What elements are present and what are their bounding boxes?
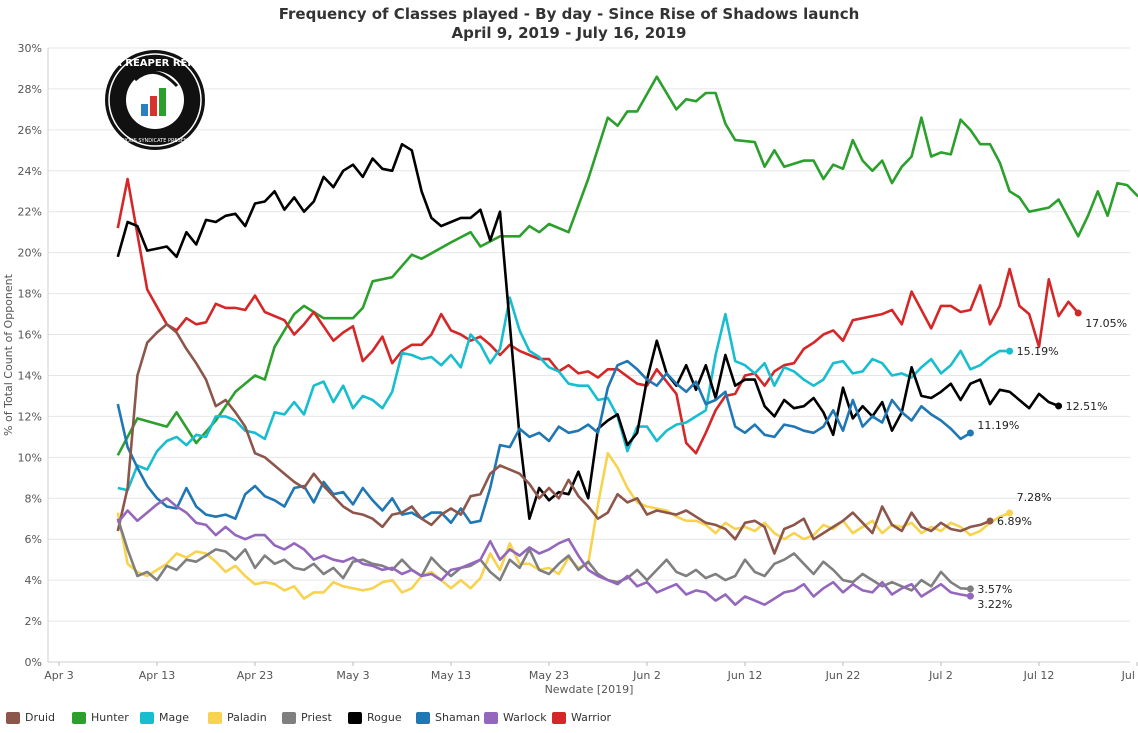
- legend-item-rogue[interactable]: Rogue: [348, 711, 416, 724]
- end-label-paladin: 7.28%: [1017, 491, 1052, 504]
- legend-item-priest[interactable]: Priest: [282, 711, 348, 724]
- end-point-priest: [966, 585, 974, 593]
- legend-label: Hunter: [91, 711, 129, 724]
- logo-text: DATA REAPER REPORT: [93, 58, 218, 69]
- x-tick-label: Apr 13: [139, 669, 176, 682]
- legend-swatch: [6, 711, 20, 724]
- series-line-priest: [116, 518, 971, 592]
- legend-swatch: [140, 711, 154, 724]
- end-point-warrior: [1074, 309, 1082, 317]
- legend-swatch: [416, 711, 430, 724]
- logo-subtext: VICIOUS SYNDICATE PRESENTS: [116, 138, 194, 144]
- x-tick-label: Jul 2: [928, 669, 953, 682]
- end-point-druid: [986, 517, 994, 525]
- legend-swatch: [72, 711, 86, 724]
- legend-label: Shaman: [435, 711, 481, 724]
- y-tick-label: 8%: [25, 492, 42, 505]
- y-tick-label: 20%: [18, 247, 42, 260]
- legend-swatch: [484, 711, 498, 724]
- x-tick-label: May 13: [431, 669, 471, 682]
- legend-item-warrior[interactable]: Warrior: [552, 711, 622, 724]
- legend-swatch: [348, 711, 362, 724]
- y-tick-label: 6%: [25, 533, 42, 546]
- legend-item-warlock[interactable]: Warlock: [484, 711, 552, 724]
- legend-swatch: [282, 711, 296, 724]
- end-label-rogue: 12.51%: [1066, 400, 1108, 413]
- series-line-mage: [117, 296, 1010, 492]
- legend-label: Paladin: [227, 711, 267, 724]
- x-tick-label: Jun 2: [632, 669, 661, 682]
- end-label-warrior: 17.05%: [1085, 317, 1127, 330]
- legend-item-shaman[interactable]: Shaman: [416, 711, 484, 724]
- gridlines: [48, 47, 1130, 663]
- legend-item-hunter[interactable]: Hunter: [72, 711, 140, 724]
- data-reaper-logo: DATA REAPER REPORT VICIOUS SYNDICATE PRE…: [93, 50, 218, 150]
- series-line-druid: [116, 323, 991, 555]
- y-tick-label: 28%: [18, 83, 42, 96]
- y-tick-label: 16%: [18, 329, 42, 342]
- y-tick-label: 24%: [18, 165, 42, 178]
- legend-swatch: [208, 711, 222, 724]
- end-point-mage: [1006, 347, 1014, 355]
- y-axis-label: % of Total Count of Opponent: [2, 273, 15, 436]
- end-label-mage: 15.19%: [1017, 345, 1059, 358]
- x-tick-label: May 3: [336, 669, 369, 682]
- end-point-paladin: [1006, 509, 1014, 517]
- series-line-paladin: [116, 451, 1011, 600]
- y-tick-label: 0%: [25, 656, 42, 669]
- chart-title: Frequency of Classes played - By day - S…: [278, 5, 860, 23]
- x-tick-label: Jun 22: [825, 669, 861, 682]
- legend-label: Rogue: [367, 711, 402, 724]
- series-line-shaman: [116, 359, 972, 525]
- end-label-warlock: 3.22%: [977, 598, 1012, 611]
- y-tick-label: 2%: [25, 615, 42, 628]
- legend-label: Mage: [159, 711, 189, 724]
- end-label-druid: 6.89%: [997, 515, 1032, 528]
- y-tick-label: 22%: [18, 206, 42, 219]
- series-line-warrior: [116, 177, 1080, 455]
- y-tick-label: 30%: [18, 42, 42, 55]
- x-tick-label: May 23: [529, 669, 569, 682]
- legend-item-mage[interactable]: Mage: [140, 711, 208, 724]
- legend-label: Warrior: [571, 711, 612, 724]
- end-point-rogue: [1055, 402, 1063, 410]
- x-axis: Apr 3 Apr 13 Apr 23 May 3 May 13 May 23 Jun 2 J…: [44, 661, 1138, 682]
- legend-label: Priest: [301, 711, 332, 724]
- series-line-hunter: [116, 75, 1138, 456]
- y-tick-label: 10%: [18, 451, 42, 464]
- y-tick-label: 18%: [18, 288, 42, 301]
- y-axis: 0% 2% 4% 6% 8% 10% 12% 14% 16% 18% 20% 22% 24% 26% 28%…: [18, 42, 49, 669]
- x-tick-label: Apr 3: [44, 669, 74, 682]
- line-chart: 0% 2% 4% 6% 8% 10% 12% 14% 16% 18% 20% 22% 24% 26% 28%…: [2, 42, 1138, 696]
- y-tick-label: 4%: [25, 574, 42, 587]
- end-value-labels: 23.11%17.05%15.19%12.51%11.19%7.28%6.89%…: [966, 309, 1127, 611]
- x-tick-label: Jul 22: [1121, 669, 1138, 682]
- legend-item-druid[interactable]: Druid: [6, 711, 72, 724]
- x-tick-label: Apr 23: [237, 669, 274, 682]
- legend-label: Druid: [25, 711, 56, 724]
- series-line-warlock: [116, 497, 971, 606]
- legend: Druid Hunter Mage Paladin Priest Rogue Shaman W…: [6, 711, 622, 724]
- x-tick-label: Jul 12: [1023, 669, 1055, 682]
- end-label-shaman: 11.19%: [977, 419, 1019, 432]
- legend-label: Warlock: [503, 711, 547, 724]
- y-tick-label: 26%: [18, 124, 42, 137]
- y-tick-label: 14%: [18, 369, 42, 382]
- x-axis-label: Newdate [2019]: [545, 683, 634, 696]
- end-label-priest: 3.57%: [977, 583, 1012, 596]
- end-point-warlock: [966, 592, 974, 600]
- chart-subtitle: April 9, 2019 - July 16, 2019: [451, 24, 687, 42]
- legend-swatch: [552, 711, 566, 724]
- series-line-rogue: [116, 142, 1060, 520]
- end-point-shaman: [966, 429, 974, 437]
- y-tick-label: 12%: [18, 410, 42, 423]
- legend-item-paladin[interactable]: Paladin: [208, 711, 282, 724]
- x-tick-label: Jun 12: [727, 669, 763, 682]
- series-lines: [116, 75, 1138, 606]
